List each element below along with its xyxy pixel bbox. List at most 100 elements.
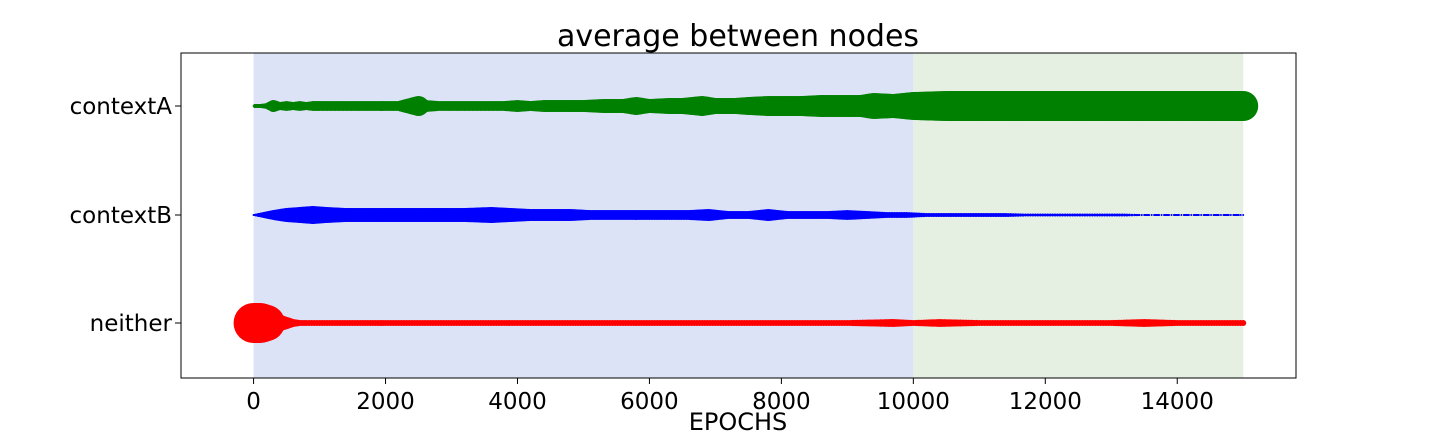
point-contextB	[1182, 214, 1185, 216]
y-tick-label-contextA: contextA	[70, 94, 173, 120]
x-axis: 0 2000 4000 6000 8000 10000 12000 14000	[246, 378, 1214, 415]
point-contextB	[1215, 214, 1218, 216]
point-contextB	[1046, 213, 1050, 217]
point-contextB	[1200, 214, 1203, 216]
x-tick-label: 14000	[1141, 389, 1214, 415]
point-contextB	[1088, 213, 1092, 217]
point-contextB	[1160, 214, 1163, 216]
point-contextB	[1237, 214, 1240, 216]
point-contextB	[1175, 214, 1178, 216]
point-contextB	[1026, 213, 1030, 217]
series-neither	[233, 303, 1247, 343]
point-contextB	[1051, 213, 1055, 217]
point-contextB	[1190, 214, 1193, 216]
point-contextB	[1103, 213, 1107, 217]
point-contextB	[1043, 213, 1047, 217]
point-contextB	[1016, 213, 1020, 217]
point-contextB	[1207, 214, 1210, 216]
point-contextB	[1095, 213, 1099, 217]
point-contextB	[1195, 214, 1198, 216]
point-contextB	[1108, 213, 1112, 217]
point-contextB	[1232, 214, 1235, 216]
point-contextB	[1234, 214, 1237, 216]
point-contextB	[1130, 213, 1134, 217]
point-contextB	[1105, 213, 1109, 217]
point-contextB	[1227, 214, 1230, 216]
point-contextB	[1036, 213, 1040, 217]
point-contextA	[252, 105, 255, 107]
point-contextA	[1228, 91, 1259, 121]
point-contextB	[1061, 213, 1065, 217]
x-tick-label: 4000	[488, 389, 547, 415]
point-contextB	[1185, 214, 1188, 216]
point-contextB	[1113, 213, 1117, 217]
point-contextB	[1165, 214, 1168, 216]
point-contextB	[1033, 213, 1037, 217]
point-contextB	[1080, 213, 1084, 217]
y-axis: contextA contextB neither	[70, 94, 181, 337]
point-contextB	[1155, 214, 1158, 216]
point-contextB	[1210, 214, 1213, 216]
x-tick-label: 6000	[620, 389, 679, 415]
point-contextB	[1202, 214, 1205, 216]
point-contextB	[1145, 214, 1148, 216]
point-contextB	[1242, 214, 1245, 216]
point-contextB	[1018, 213, 1023, 217]
point-contextB	[1073, 213, 1077, 217]
point-contextB	[1071, 213, 1075, 217]
point-contextB	[1172, 214, 1175, 216]
point-contextB	[1118, 213, 1122, 217]
point-contextB	[1023, 213, 1027, 217]
chart-title: average between nodes	[557, 19, 919, 54]
point-contextB	[1153, 214, 1156, 216]
point-contextB	[1100, 213, 1104, 217]
point-contextB	[1138, 213, 1141, 217]
y-tick-label-neither: neither	[90, 311, 173, 337]
point-contextB	[1158, 214, 1161, 216]
point-contextB	[1063, 213, 1067, 217]
point-contextB	[1066, 213, 1070, 217]
point-contextB	[1163, 214, 1166, 216]
point-contextB	[1028, 213, 1032, 217]
x-tick-label: 0	[246, 389, 261, 415]
x-tick-label: 10000	[877, 389, 950, 415]
point-contextB	[1224, 214, 1227, 216]
point-contextB	[1205, 214, 1208, 216]
point-contextB	[1078, 213, 1082, 217]
point-contextB	[1125, 213, 1129, 217]
point-contextB	[1098, 213, 1102, 217]
point-contextB	[1122, 213, 1126, 217]
point-contextB	[1239, 214, 1242, 216]
point-contextB	[1085, 213, 1089, 217]
point-contextB	[1170, 214, 1173, 216]
point-contextB	[1222, 214, 1225, 216]
point-contextB	[1143, 214, 1146, 216]
point-contextB	[1093, 213, 1097, 217]
series-contextA	[252, 91, 1259, 121]
point-contextB	[1115, 213, 1119, 217]
point-contextB	[252, 214, 255, 216]
point-contextB	[1197, 214, 1200, 216]
point-contextB	[1058, 213, 1062, 217]
x-tick-label: 12000	[1009, 389, 1082, 415]
y-tick-label-contextB: contextB	[70, 203, 172, 229]
point-contextB	[1128, 213, 1131, 217]
series-contextB	[252, 206, 1245, 224]
point-contextB	[1192, 214, 1195, 216]
point-contextB	[1041, 213, 1045, 217]
point-contextB	[1177, 214, 1180, 216]
point-contextB	[1068, 213, 1072, 217]
x-axis-label: EPOCHS	[689, 408, 788, 432]
x-tick-label: 8000	[752, 389, 811, 415]
point-contextB	[1048, 213, 1052, 217]
point-contextB	[1180, 214, 1183, 216]
point-contextB	[1217, 214, 1220, 216]
point-contextB	[1053, 213, 1057, 217]
point-contextB	[1083, 213, 1087, 217]
point-contextB	[1219, 214, 1222, 216]
point-contextB	[1133, 213, 1136, 217]
point-contextB	[1167, 214, 1170, 216]
point-contextB	[1056, 213, 1060, 217]
point-contextB	[1148, 214, 1151, 216]
